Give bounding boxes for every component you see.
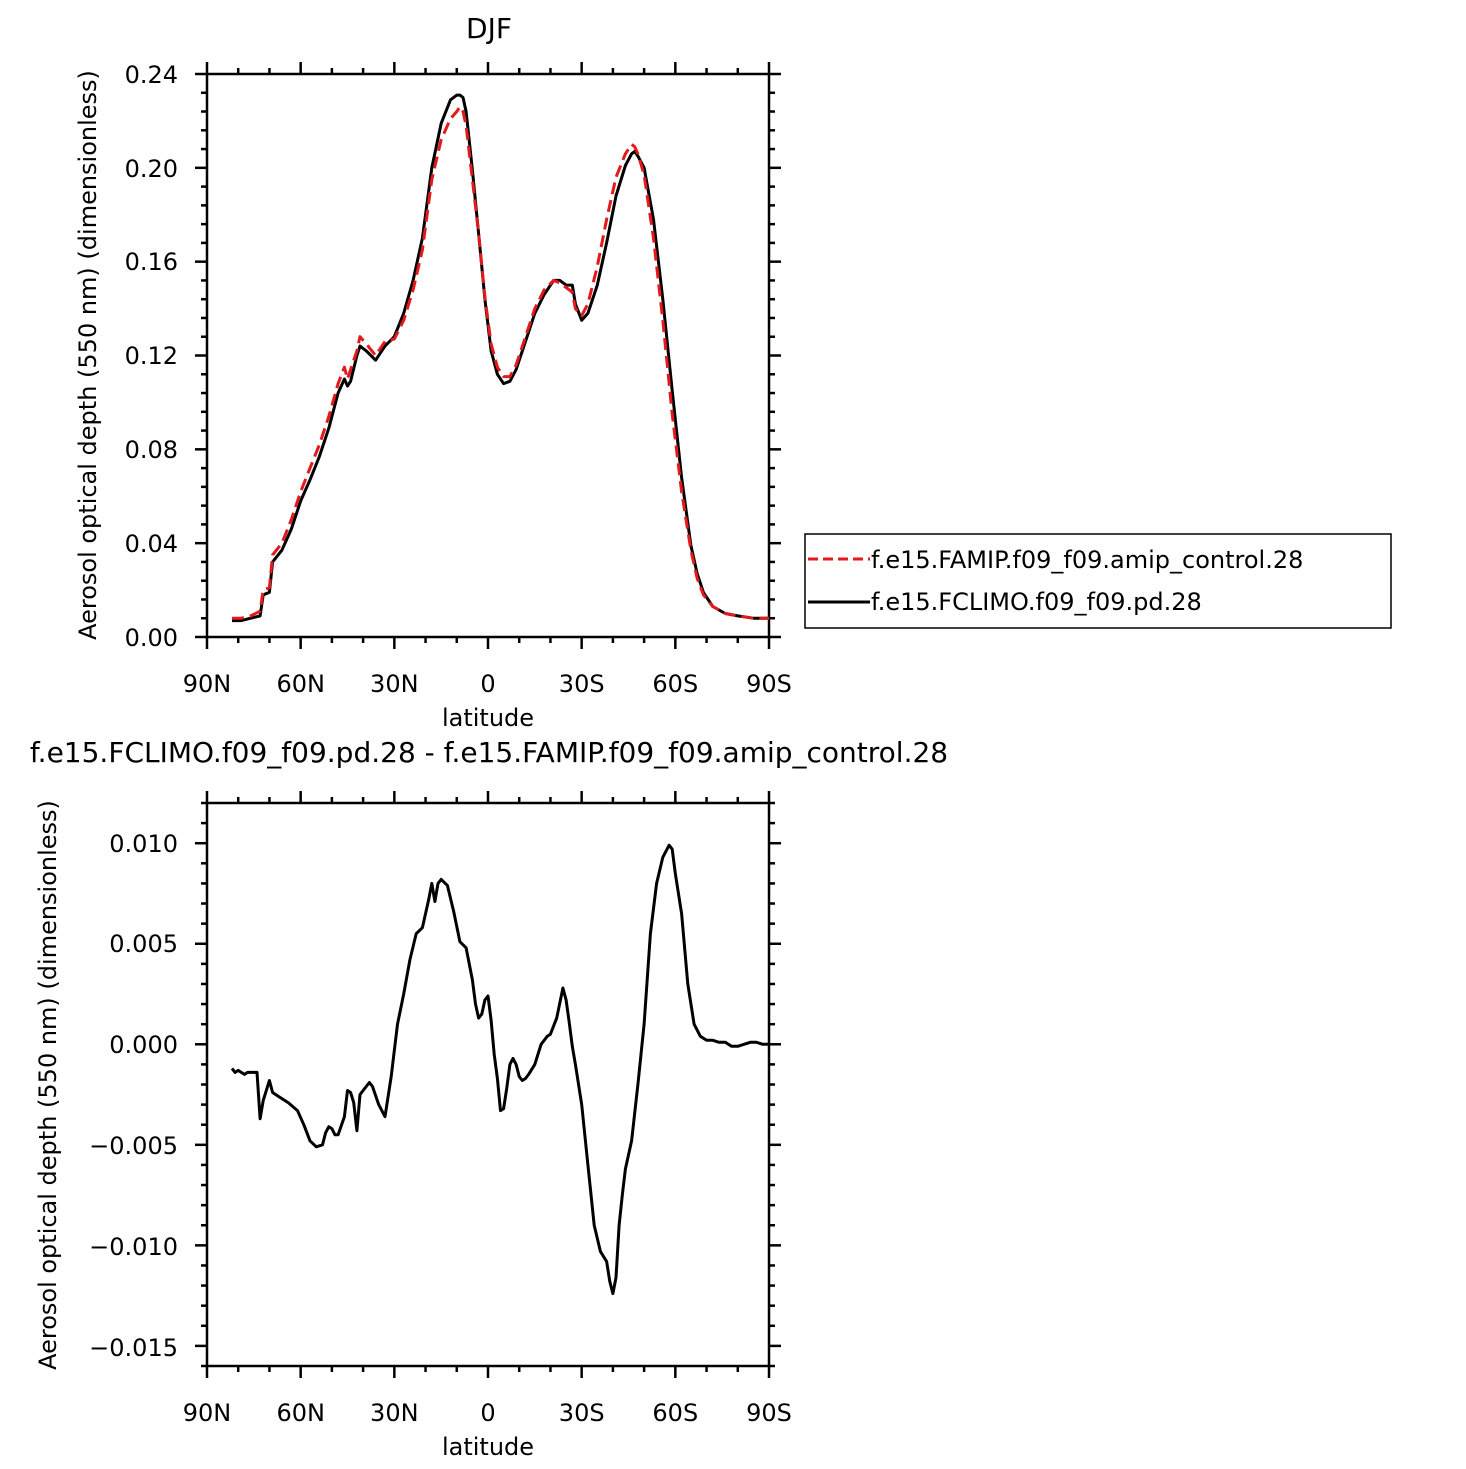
top-xtick-label: 60S <box>652 670 698 698</box>
top-ytick-label: 0.12 <box>125 342 178 370</box>
bottom-xtick-label: 0 <box>480 1399 495 1427</box>
bottom-ytick-label: −0.005 <box>89 1132 178 1160</box>
bottom-y-ticks <box>195 801 781 1368</box>
bottom-series-group <box>230 843 769 1296</box>
top-ytick-label: 0.08 <box>125 436 178 464</box>
top-xtick-label: 90S <box>746 670 792 698</box>
bottom-ytick-label: −0.015 <box>89 1334 178 1362</box>
bottom-series-line-0 <box>230 843 769 1296</box>
top-series-group <box>232 93 769 623</box>
top-x-axis-title: latitude <box>442 704 534 732</box>
top-xtick-label: 0 <box>480 670 495 698</box>
top-xtick-label: 60N <box>276 670 325 698</box>
top-chart-title: DJF <box>466 12 512 45</box>
bottom-xtick-label: 90N <box>183 1399 232 1427</box>
bottom-y-axis-title: Aerosol optical depth (550 nm) (dimensio… <box>34 800 62 1370</box>
bottom-ytick-label: 0.010 <box>109 830 178 858</box>
bottom-xtick-label: 30N <box>370 1399 419 1427</box>
legend-label-famip: f.e15.FAMIP.f09_f09.amip_control.28 <box>871 546 1303 574</box>
top-ytick-label: 0.04 <box>125 530 178 558</box>
legend: f.e15.FAMIP.f09_f09.amip_control.28 f.e1… <box>804 533 1392 629</box>
legend-box <box>804 533 1392 629</box>
top-xtick-label: 90N <box>183 670 232 698</box>
top-xtick-label: 30S <box>559 670 605 698</box>
legend-label-fclimo: f.e15.FCLIMO.f09_f09.pd.28 <box>871 588 1202 616</box>
bottom-chart-title: f.e15.FCLIMO.f09_f09.pd.28 - f.e15.FAMIP… <box>30 736 948 769</box>
top-ytick-label: 0.00 <box>125 624 178 652</box>
bottom-xtick-label: 90S <box>746 1399 792 1427</box>
top-xtick-label: 30N <box>370 670 419 698</box>
top-ytick-label: 0.24 <box>125 61 178 89</box>
top-y-axis-title: Aerosol optical depth (550 nm) (dimensio… <box>74 70 102 640</box>
top-ytick-label: 0.20 <box>125 155 178 183</box>
bottom-ytick-label: 0.000 <box>109 1031 178 1059</box>
top-series-line-1 <box>232 105 769 620</box>
top-panel: DJF 90N 60N 30N 0 30S 60S 90S 0.00 0.04 … <box>74 12 1392 732</box>
bottom-ytick-label: 0.005 <box>109 930 178 958</box>
top-plot-frame <box>205 72 771 639</box>
bottom-x-axis-title: latitude <box>442 1433 534 1461</box>
bottom-plot-frame <box>205 801 771 1368</box>
bottom-xtick-label: 60N <box>276 1399 325 1427</box>
top-y-ticks <box>195 72 781 639</box>
bottom-ytick-label: −0.010 <box>89 1233 178 1261</box>
bottom-xtick-label: 30S <box>559 1399 605 1427</box>
top-x-ticks <box>205 62 771 649</box>
top-ytick-label: 0.16 <box>125 248 178 276</box>
bottom-x-ticks <box>205 791 771 1378</box>
bottom-panel: f.e15.FCLIMO.f09_f09.pd.28 - f.e15.FAMIP… <box>30 736 948 1461</box>
bottom-xtick-label: 60S <box>652 1399 698 1427</box>
